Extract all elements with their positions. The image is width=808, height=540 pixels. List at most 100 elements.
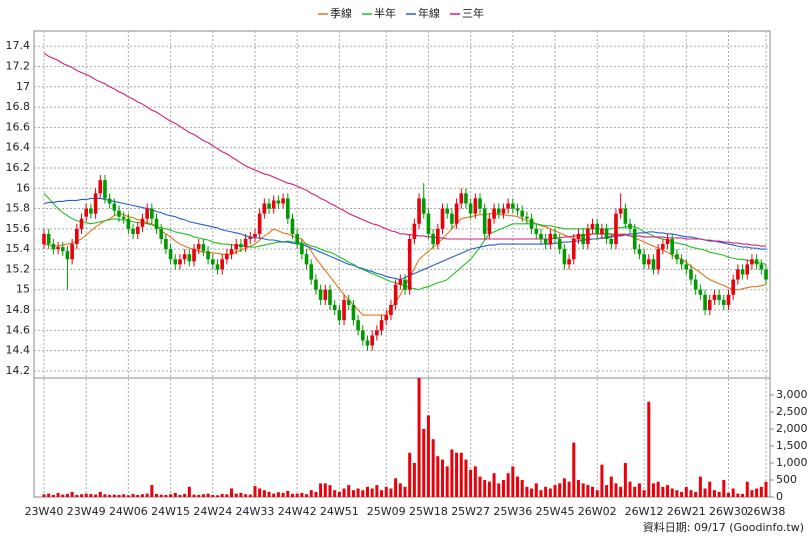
y-tick-label: 16.6 — [6, 120, 31, 133]
candle-body — [637, 249, 642, 255]
volume-bar — [605, 485, 609, 497]
volume-bar — [173, 492, 177, 497]
candle-body — [51, 244, 56, 250]
volume-bar — [422, 429, 426, 497]
volume-bar — [159, 494, 163, 497]
candle-body — [145, 208, 149, 219]
volume-bar — [431, 439, 435, 497]
candle-body — [215, 264, 220, 270]
volume-bar — [215, 495, 219, 497]
candle-body — [618, 208, 623, 214]
candle-body — [112, 203, 117, 211]
volume-bar — [623, 463, 627, 497]
x-tick-label: 25W27 — [451, 505, 490, 518]
candle-body — [487, 218, 492, 234]
volume-bar — [576, 480, 580, 497]
volume-bar — [483, 480, 487, 497]
x-tick-label: 26W12 — [625, 505, 664, 518]
volume-bar — [319, 483, 323, 497]
volume-bar — [239, 492, 243, 497]
candle-body — [445, 208, 449, 214]
candle-body — [478, 198, 482, 209]
candle-body — [407, 238, 412, 290]
volume-bar — [267, 491, 271, 497]
volume-bar — [633, 486, 637, 497]
volume-bar — [680, 491, 684, 497]
candle-body — [459, 193, 464, 204]
legend-label: 季線 — [330, 6, 352, 20]
candle-body — [79, 218, 84, 229]
volume-bar — [637, 483, 641, 497]
y-tick-label: 15.2 — [6, 262, 31, 275]
volume-bar — [516, 476, 520, 497]
volume-bar — [112, 494, 116, 497]
candle-body — [426, 213, 431, 234]
candle-body — [628, 223, 632, 229]
candle-body — [295, 233, 299, 245]
volume-bar — [98, 491, 102, 497]
candle-body — [614, 213, 618, 245]
x-tick-label: 24W15 — [151, 505, 190, 518]
candle-body — [365, 340, 370, 346]
candle-body — [679, 259, 684, 265]
y2-tick-label: 2,500 — [776, 405, 808, 418]
volume-bar — [642, 490, 646, 497]
legend: 季線 半年 年線 三年 — [318, 6, 484, 20]
volume-bar — [201, 494, 205, 497]
candle-body — [196, 244, 201, 250]
volume-bar — [614, 483, 618, 497]
candle-body — [375, 330, 379, 336]
candle-body — [164, 238, 168, 250]
volume-bar — [595, 490, 599, 497]
volume-bar — [140, 494, 144, 497]
volume-bar — [548, 488, 552, 497]
candle-body — [661, 244, 665, 250]
candle-body — [370, 335, 374, 346]
volume-bar — [206, 493, 210, 497]
candle-body — [93, 193, 98, 214]
candle-body — [361, 330, 365, 341]
volume-bar — [426, 415, 430, 497]
volume-bar — [562, 478, 566, 497]
volume-bar — [183, 493, 187, 497]
candle-body — [182, 254, 187, 260]
volume-bar — [689, 490, 693, 497]
candle-body — [534, 228, 539, 234]
volume-bar — [497, 483, 501, 497]
y-tick-label: 14.8 — [6, 303, 31, 316]
candle-body — [103, 180, 107, 199]
volume-bar — [328, 485, 332, 497]
volume-bar — [309, 490, 313, 497]
candle-body — [229, 249, 234, 255]
volume-bar — [47, 493, 51, 497]
volume-bar — [370, 488, 374, 497]
candle-body — [525, 216, 529, 219]
candle-body — [750, 259, 754, 265]
candle-body — [675, 254, 679, 260]
volume-bar — [230, 488, 234, 497]
volume-bar — [759, 486, 763, 497]
candle-body — [473, 198, 478, 214]
candle-body — [501, 208, 506, 214]
candle-body — [431, 233, 435, 245]
candle-body — [243, 238, 248, 248]
volume-bar — [455, 452, 459, 497]
volume-bar — [365, 486, 369, 497]
volume-bar — [403, 486, 407, 497]
candle-body — [731, 279, 735, 295]
candle-body — [689, 269, 693, 280]
candle-body — [210, 259, 215, 265]
volume-bar — [506, 473, 510, 497]
candle-body — [131, 228, 135, 234]
candle-body — [234, 244, 239, 250]
candle-body — [248, 236, 253, 239]
volume-bar — [389, 488, 393, 497]
volume-bar — [225, 494, 229, 497]
legend-label: 年線 — [418, 6, 440, 20]
y-tick-label: 15.8 — [6, 202, 31, 215]
volume-bar — [272, 493, 276, 497]
candle-body — [342, 299, 346, 321]
candle-body — [506, 203, 510, 209]
x-tick-label: 26W02 — [578, 505, 617, 518]
